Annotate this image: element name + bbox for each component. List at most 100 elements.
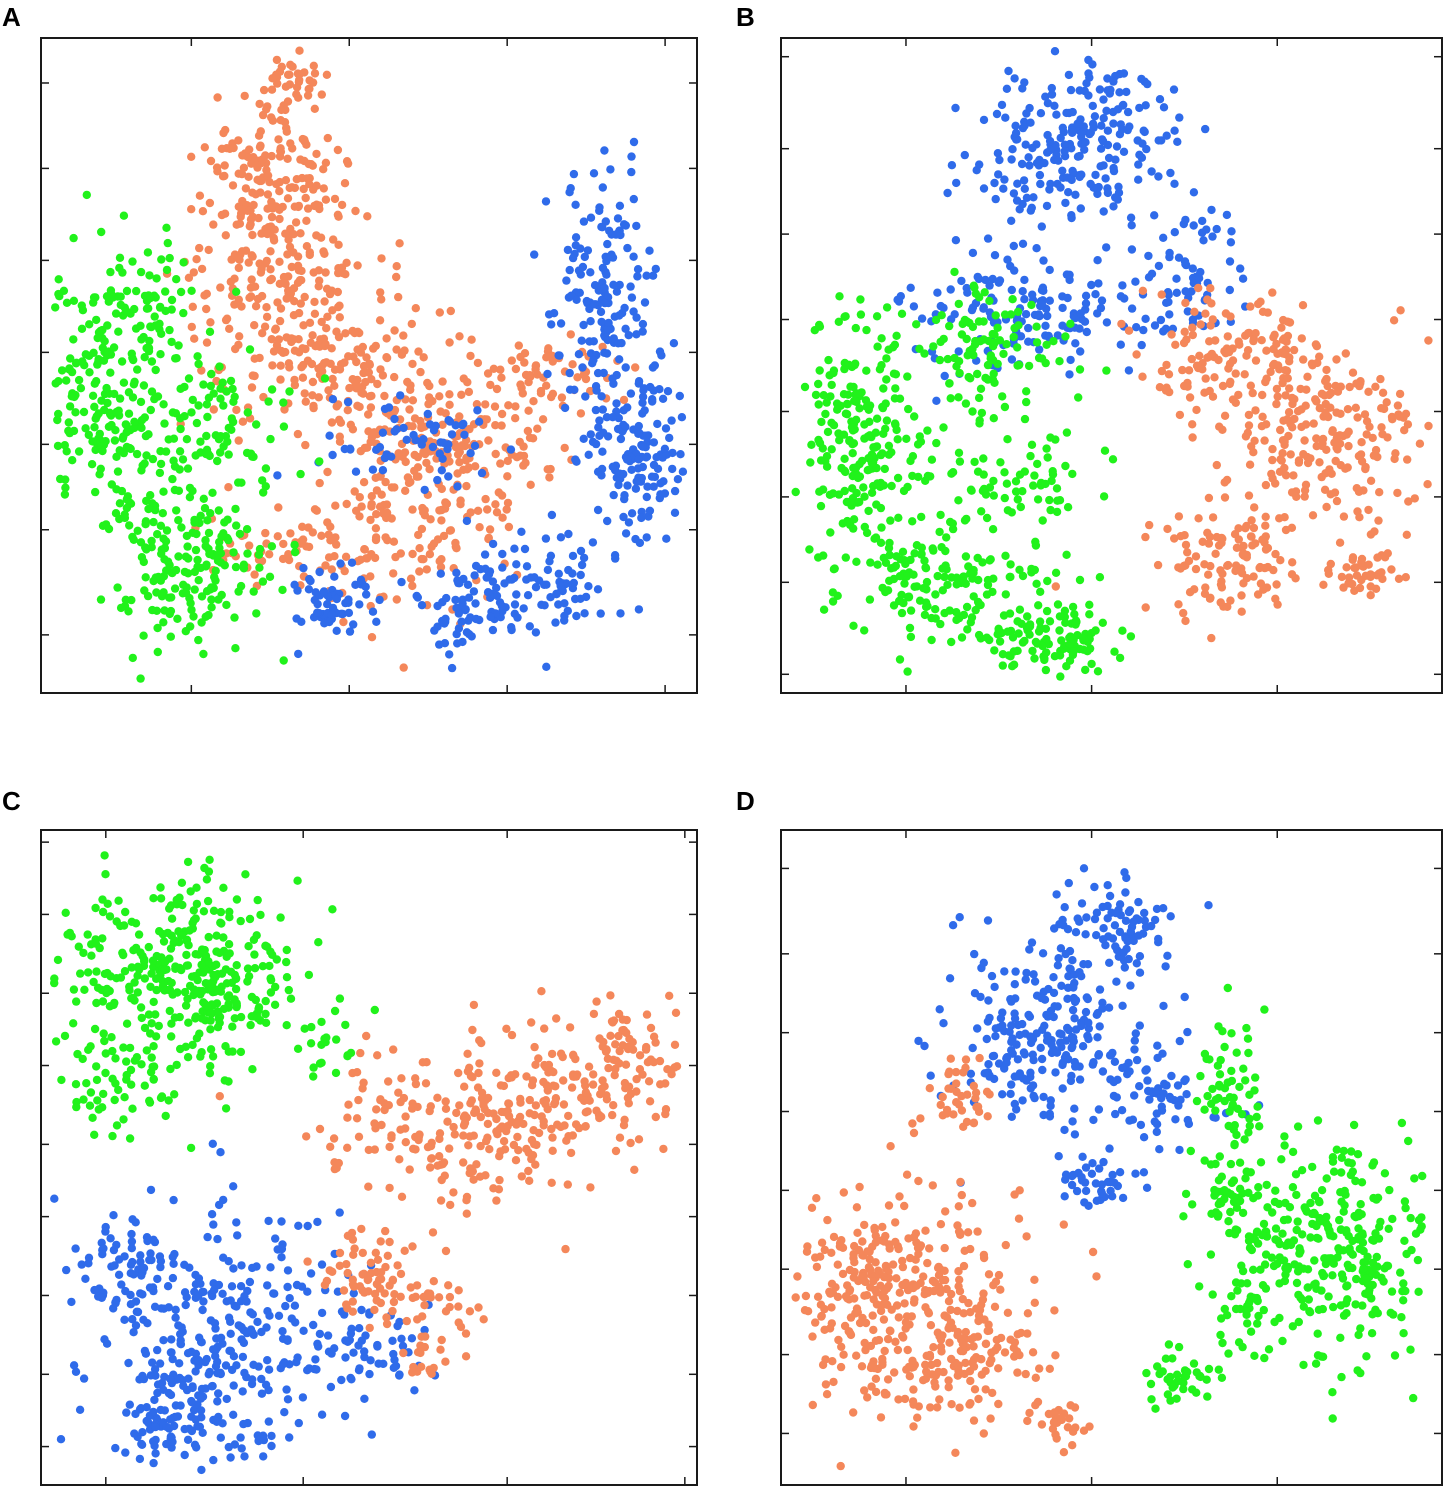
scatter-point-green xyxy=(903,372,912,381)
scatter-point-green xyxy=(219,883,228,892)
scatter-point-orange xyxy=(375,316,385,325)
scatter-point-orange xyxy=(548,357,557,366)
scatter-point-orange xyxy=(419,353,428,362)
scatter-point-green xyxy=(67,392,76,401)
scatter-point-orange xyxy=(566,1148,576,1158)
scatter-point-green xyxy=(117,357,127,366)
scatter-point-blue xyxy=(163,1282,173,1291)
scatter-point-blue xyxy=(1026,118,1035,127)
scatter-point-orange xyxy=(482,415,491,424)
scatter-point-green xyxy=(243,408,252,417)
scatter-point-orange xyxy=(281,229,290,238)
scatter-point-green xyxy=(824,355,833,365)
scatter-point-green xyxy=(250,950,259,959)
scatter-point-orange xyxy=(370,1145,379,1154)
scatter-point-green xyxy=(963,351,972,360)
scatter-point-green xyxy=(1061,618,1070,627)
scatter-point-green xyxy=(206,1016,215,1025)
scatter-point-orange xyxy=(1289,471,1298,480)
scatter-point-orange xyxy=(485,1145,494,1154)
scatter-point-orange xyxy=(1288,558,1297,567)
scatter-point-blue xyxy=(1064,188,1073,197)
scatter-point-blue xyxy=(1041,92,1050,101)
scatter-point-green xyxy=(968,322,978,332)
scatter-point-orange xyxy=(244,258,253,267)
scatter-point-blue xyxy=(224,1313,234,1322)
scatter-point-orange xyxy=(503,498,513,508)
scatter-point-green xyxy=(945,379,954,388)
scatter-point-green xyxy=(851,323,860,333)
scatter-point-green xyxy=(979,454,988,463)
scatter-point-blue xyxy=(526,573,535,582)
scatter-point-orange xyxy=(1281,471,1291,480)
scatter-point-orange xyxy=(247,383,257,392)
scatter-point-green xyxy=(90,1130,99,1139)
scatter-point-blue xyxy=(917,314,927,323)
scatter-point-green xyxy=(211,566,220,575)
scatter-point-orange xyxy=(606,1031,615,1040)
scatter-point-green xyxy=(1048,467,1057,476)
scatter-point-blue xyxy=(1202,225,1211,234)
scatter-point-orange xyxy=(1337,572,1347,582)
scatter-point-orange xyxy=(305,318,315,327)
scatter-point-orange xyxy=(473,358,483,368)
scatter-point-green xyxy=(881,424,890,433)
scatter-point-orange xyxy=(410,450,419,460)
scatter-point-orange xyxy=(1300,492,1309,501)
scatter-point-orange xyxy=(321,195,331,204)
scatter-point-orange xyxy=(330,194,340,204)
scatter-point-green xyxy=(978,558,987,567)
scatter-point-blue xyxy=(306,576,315,586)
scatter-point-green xyxy=(174,341,183,350)
scatter-point-green xyxy=(864,405,873,414)
scatter-point-green xyxy=(1068,602,1078,612)
scatter-point-blue xyxy=(127,1229,136,1239)
scatter-point-blue xyxy=(218,1289,227,1298)
scatter-point-green xyxy=(835,292,844,301)
scatter-point-blue xyxy=(995,276,1005,285)
scatter-point-green xyxy=(1055,357,1064,366)
scatter-point-green xyxy=(94,1105,103,1114)
scatter-point-green xyxy=(878,449,887,458)
scatter-point-orange xyxy=(414,1132,424,1141)
scatter-point-green xyxy=(160,957,170,966)
scatter-point-blue xyxy=(187,1396,196,1406)
scatter-point-blue xyxy=(176,1339,185,1348)
scatter-point-orange xyxy=(634,1135,644,1144)
scatter-point-green xyxy=(990,646,999,655)
scatter-point-green xyxy=(1045,495,1054,505)
scatter-point-blue xyxy=(638,319,648,329)
scatter-point-orange xyxy=(1224,347,1234,357)
scatter-point-blue xyxy=(483,588,493,597)
scatter-point-blue xyxy=(159,1336,168,1345)
scatter-point-orange xyxy=(250,321,259,330)
scatter-point-green xyxy=(239,564,249,573)
scatter-point-orange xyxy=(490,402,500,411)
scatter-point-green xyxy=(1013,361,1022,370)
scatter-point-orange xyxy=(1239,541,1248,551)
scatter-point-blue xyxy=(384,403,394,412)
scatter-point-blue xyxy=(650,361,659,370)
scatter-point-green xyxy=(144,1010,154,1019)
scatter-point-green xyxy=(978,486,988,496)
scatter-point-orange xyxy=(1325,465,1334,474)
scatter-point-blue xyxy=(121,1448,130,1457)
scatter-point-green xyxy=(1068,469,1077,479)
scatter-point-blue xyxy=(245,1277,255,1287)
scatter-point-blue xyxy=(658,453,667,462)
scatter-point-orange xyxy=(327,344,336,353)
scatter-point-orange xyxy=(1336,409,1345,418)
scatter-point-blue xyxy=(1170,228,1179,237)
scatter-point-green xyxy=(1033,495,1043,504)
scatter-point-green xyxy=(253,895,262,905)
scatter-point-blue xyxy=(1007,285,1016,295)
scatter-point-blue xyxy=(240,1368,249,1378)
scatter-point-orange xyxy=(222,144,231,153)
scatter-point-blue xyxy=(626,389,636,398)
scatter-point-green xyxy=(937,311,946,320)
scatter-point-green xyxy=(961,552,971,561)
scatter-point-orange xyxy=(1232,543,1242,552)
scatter-point-blue xyxy=(203,1232,212,1242)
scatter-point-blue xyxy=(257,1374,266,1384)
scatter-point-blue xyxy=(180,1424,189,1434)
